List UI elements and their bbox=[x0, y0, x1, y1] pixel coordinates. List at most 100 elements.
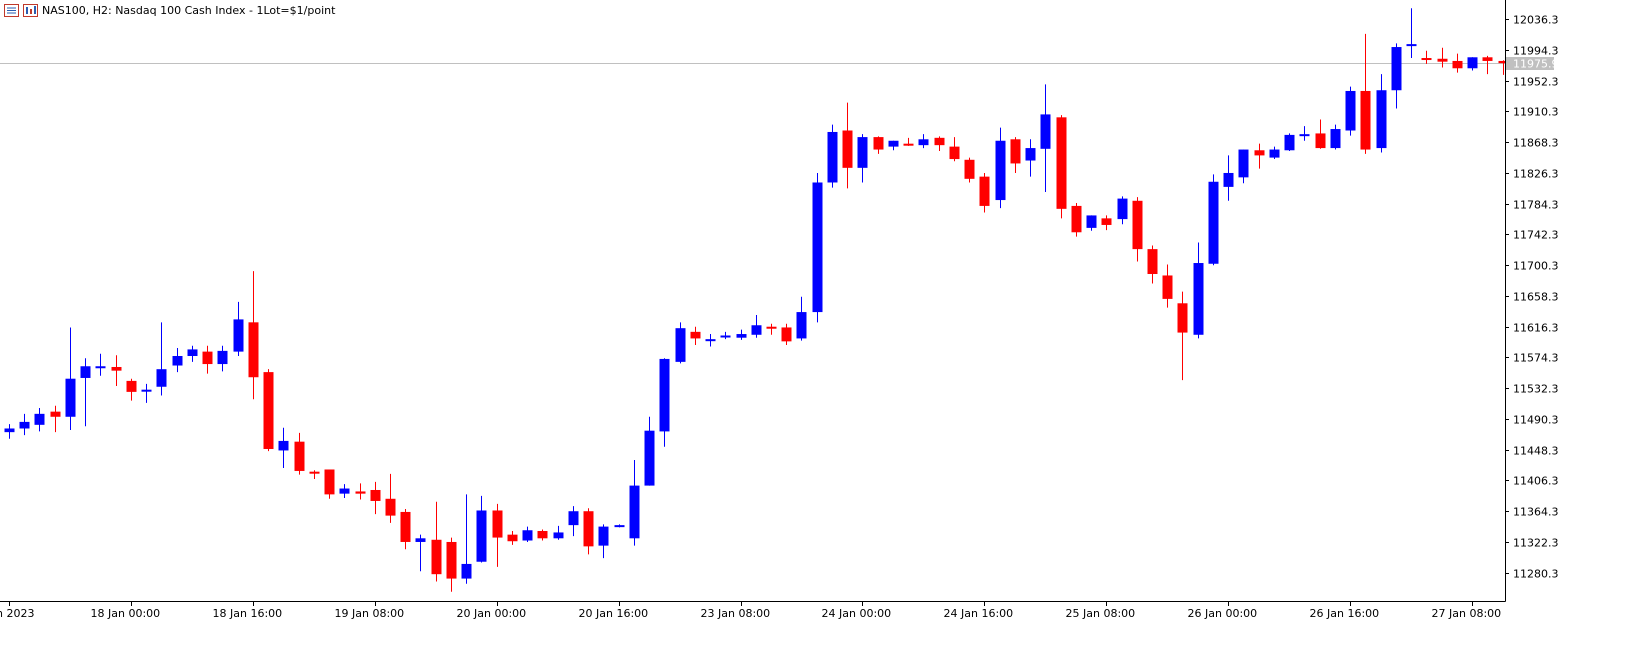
candle bbox=[156, 322, 167, 396]
candle-body bbox=[675, 328, 686, 362]
candle bbox=[248, 271, 259, 400]
candle-body bbox=[385, 498, 396, 516]
candle-body bbox=[1162, 275, 1173, 299]
candle-body bbox=[1360, 90, 1371, 150]
candle bbox=[720, 331, 731, 340]
candle-body bbox=[736, 334, 747, 338]
candle bbox=[324, 469, 335, 499]
candle bbox=[339, 484, 350, 499]
candle-body bbox=[1376, 90, 1387, 149]
candle bbox=[1391, 43, 1402, 109]
candle-body bbox=[309, 471, 320, 474]
candle bbox=[34, 407, 45, 432]
candle bbox=[614, 524, 625, 528]
candle-body bbox=[1421, 58, 1432, 61]
candle bbox=[812, 172, 823, 323]
price-tick-label: 11322.3 bbox=[1513, 537, 1559, 550]
chart-window-icon[interactable] bbox=[23, 3, 38, 17]
candle-body bbox=[568, 511, 579, 526]
candle bbox=[1010, 137, 1021, 173]
candle bbox=[690, 326, 701, 346]
price-tick-label: 11952.3 bbox=[1513, 76, 1559, 89]
price-tick-label: 11490.3 bbox=[1513, 414, 1559, 427]
candle-body bbox=[1299, 134, 1310, 137]
price-axis: 12036.3 11994.3 11952.3 11910.3 11868.3 11826… bbox=[1505, 0, 1559, 602]
candle bbox=[1086, 215, 1097, 231]
candle-body bbox=[278, 440, 289, 451]
candle bbox=[1177, 291, 1188, 381]
time-tick-label: 26 Jan 16:00 bbox=[1310, 607, 1380, 620]
candle-body bbox=[1177, 303, 1188, 333]
candle-body bbox=[1193, 263, 1204, 335]
candle-body bbox=[141, 389, 152, 392]
candle bbox=[492, 503, 503, 567]
candle-body bbox=[476, 510, 487, 562]
price-table-icon[interactable] bbox=[4, 3, 19, 17]
candle-body bbox=[1040, 114, 1051, 149]
candle-body bbox=[34, 413, 45, 425]
candle bbox=[309, 470, 320, 480]
candle bbox=[857, 134, 868, 183]
price-tick-label: 12036.3 bbox=[1513, 14, 1559, 27]
candle bbox=[1376, 74, 1387, 153]
candle-body bbox=[4, 428, 15, 433]
time-tick-label: 18 Jan 16:00 bbox=[213, 607, 283, 620]
candle bbox=[1315, 119, 1326, 149]
candle bbox=[1345, 86, 1356, 136]
candle bbox=[629, 459, 640, 546]
candle-body bbox=[614, 525, 625, 528]
candle bbox=[385, 473, 396, 523]
candle-body bbox=[1056, 117, 1067, 209]
candle bbox=[1254, 143, 1265, 169]
candle-body bbox=[263, 372, 274, 449]
candle bbox=[1101, 215, 1112, 231]
candle bbox=[766, 323, 777, 335]
candle-body bbox=[796, 312, 807, 339]
candle bbox=[95, 353, 106, 376]
candle bbox=[522, 526, 533, 542]
candle-body bbox=[507, 534, 518, 542]
candle-body bbox=[339, 488, 350, 494]
candle-body bbox=[400, 511, 411, 542]
candle-body bbox=[1071, 205, 1082, 233]
candle bbox=[1452, 53, 1463, 73]
candle-body bbox=[857, 137, 868, 168]
price-tick-label: 11868.3 bbox=[1513, 137, 1559, 150]
candle bbox=[446, 537, 457, 592]
candle-body bbox=[583, 511, 594, 547]
time-tick-label: 23 Jan 08:00 bbox=[701, 607, 771, 620]
candle bbox=[278, 427, 289, 469]
candle-body bbox=[248, 322, 259, 378]
candle bbox=[964, 157, 975, 183]
candle bbox=[1071, 202, 1082, 237]
candle bbox=[80, 358, 91, 427]
candle bbox=[598, 524, 609, 559]
candle-body bbox=[294, 441, 305, 471]
candle-body bbox=[1238, 149, 1249, 178]
candle-body bbox=[1284, 134, 1295, 151]
candle-body bbox=[415, 538, 426, 542]
candle bbox=[751, 315, 762, 338]
candle-body bbox=[705, 339, 716, 342]
candle bbox=[1437, 47, 1448, 68]
candle-body bbox=[781, 327, 792, 342]
candle bbox=[50, 405, 61, 433]
price-tick-label: 11784.3 bbox=[1513, 199, 1559, 212]
time-tick-label: 20 Jan 16:00 bbox=[579, 607, 649, 620]
price-tick-label: 11532.3 bbox=[1513, 383, 1559, 396]
price-tick-label: 11364.3 bbox=[1513, 506, 1559, 519]
candle-body bbox=[202, 351, 213, 365]
candle-body bbox=[187, 349, 198, 357]
candle-body bbox=[903, 143, 914, 146]
candle-body bbox=[1086, 215, 1097, 228]
candle-body bbox=[949, 146, 960, 160]
candle-body bbox=[1437, 58, 1448, 62]
candle bbox=[1132, 197, 1143, 262]
candle-body bbox=[1330, 129, 1341, 149]
candle-body bbox=[1147, 249, 1158, 275]
candle bbox=[1238, 149, 1249, 184]
candle bbox=[1360, 33, 1371, 154]
candle-body bbox=[1117, 198, 1128, 220]
candle bbox=[583, 508, 594, 555]
time-axis: 17 Jan 2023 18 Jan 00:00 18 Jan 16:00 19 Ja… bbox=[0, 601, 1506, 620]
